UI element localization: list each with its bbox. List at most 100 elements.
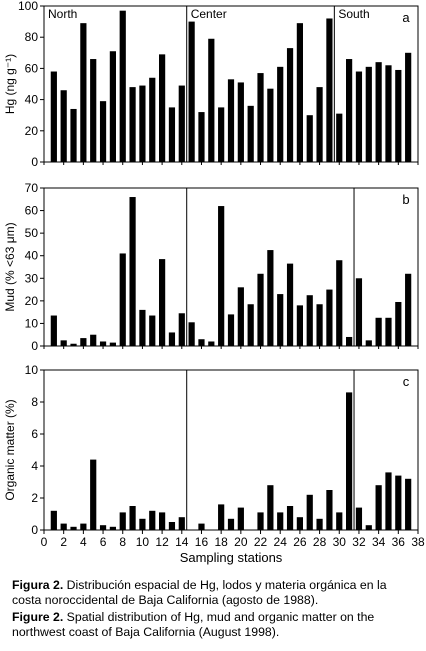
caption-spanish-text: Distribución espacial de Hg, lodos y mat…	[12, 578, 387, 607]
bar	[277, 294, 284, 346]
panel-letter: a	[402, 10, 410, 25]
bar	[227, 314, 235, 346]
panel-a-y-axis-title: Hg (ng g⁻¹)	[3, 54, 17, 114]
caption-english-text: Spatial distribution of Hg, mud and orga…	[12, 610, 375, 639]
bar	[237, 507, 244, 530]
y-tick-label: 0	[31, 523, 38, 537]
y-tick-label: 10	[25, 363, 39, 377]
bar	[159, 54, 166, 162]
bar	[375, 62, 382, 162]
bar	[316, 518, 323, 530]
bar	[99, 525, 107, 530]
bar	[336, 260, 343, 346]
bar	[178, 85, 185, 162]
bar	[277, 512, 284, 530]
bar	[109, 342, 116, 346]
bar	[405, 273, 412, 346]
bar	[129, 506, 136, 530]
bar	[365, 525, 372, 530]
bar	[80, 523, 87, 530]
bar	[70, 343, 77, 346]
region-label: South	[338, 7, 369, 21]
region-label: Center	[191, 7, 227, 21]
bar	[70, 108, 77, 162]
panel-letter: c	[403, 374, 410, 389]
bar	[129, 197, 136, 346]
bar	[208, 38, 215, 163]
x-tick-label: 24	[274, 535, 288, 549]
bar	[385, 317, 392, 346]
bar	[198, 339, 205, 346]
bar	[365, 66, 372, 162]
bar	[109, 526, 116, 530]
bar	[395, 69, 402, 162]
bar	[168, 522, 176, 530]
y-tick-label: 0	[31, 339, 38, 353]
bar	[395, 475, 402, 530]
bar	[90, 59, 97, 162]
caption-spanish: Figura 2. Distribución espacial de Hg, l…	[12, 578, 416, 608]
x-tick-label: 16	[195, 535, 209, 549]
bar	[178, 517, 185, 530]
bar	[159, 259, 166, 346]
bar	[257, 273, 264, 346]
bar	[355, 278, 363, 346]
bar	[237, 82, 244, 162]
y-tick-label: 50	[25, 226, 39, 240]
bar	[296, 23, 303, 162]
x-tick-label: 8	[119, 535, 126, 549]
x-tick-label: 36	[392, 535, 406, 549]
bar	[60, 523, 67, 530]
x-tick-label: 28	[313, 535, 327, 549]
bar	[50, 315, 57, 346]
bar	[267, 88, 274, 162]
bar	[159, 512, 166, 530]
bar	[346, 59, 353, 162]
bar	[80, 338, 87, 346]
bar	[208, 341, 215, 346]
y-tick-label: 8	[31, 395, 38, 409]
x-tick-label: 0	[41, 535, 48, 549]
bar	[198, 523, 205, 530]
bar	[375, 485, 382, 530]
x-tick-label: 14	[175, 535, 189, 549]
bar	[60, 90, 67, 162]
bar	[218, 107, 225, 162]
bar	[336, 113, 343, 162]
bar	[119, 512, 126, 530]
bar	[99, 101, 107, 162]
y-tick-label: 60	[25, 204, 39, 218]
bar	[188, 322, 195, 346]
bar	[306, 494, 313, 530]
bar	[355, 71, 363, 162]
bar	[70, 526, 77, 530]
caption-spanish-label: Figura 2.	[12, 578, 64, 592]
x-tick-label: 22	[254, 535, 268, 549]
bar	[405, 52, 412, 162]
bar	[405, 478, 412, 530]
y-tick-label: 80	[25, 30, 39, 44]
bar	[375, 317, 382, 346]
bar	[119, 10, 126, 163]
bar	[237, 287, 244, 346]
x-tick-label: 12	[155, 535, 169, 549]
bar	[198, 112, 205, 162]
bar	[296, 305, 303, 346]
bar	[286, 506, 294, 530]
bar	[365, 340, 372, 346]
bar	[188, 21, 195, 162]
bar	[227, 79, 235, 162]
bar	[316, 87, 323, 162]
x-tick-label: 6	[100, 535, 107, 549]
bar	[346, 336, 353, 346]
panel-letter: b	[402, 192, 409, 207]
panel-b-y-axis-title: Mud (% <63 μm)	[3, 222, 17, 311]
x-tick-label: 4	[80, 535, 87, 549]
bar	[50, 510, 57, 530]
bar	[296, 517, 303, 530]
bar	[247, 304, 254, 346]
bar	[395, 301, 402, 346]
bar	[316, 304, 323, 346]
bar	[149, 510, 156, 530]
x-axis-title: Sampling stations	[180, 550, 283, 565]
